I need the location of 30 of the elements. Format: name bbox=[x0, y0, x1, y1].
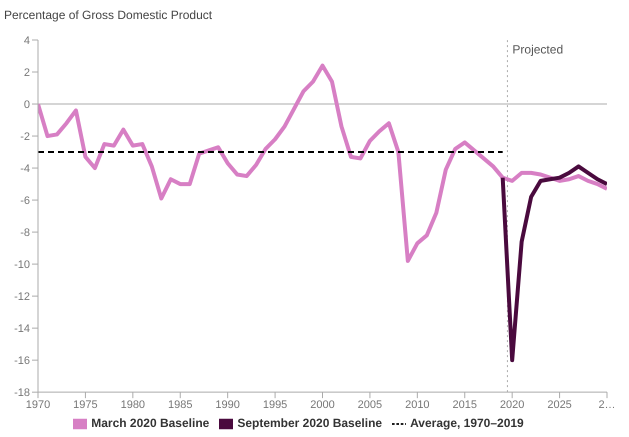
y-tick-label: -8 bbox=[20, 227, 30, 239]
x-tick-label: 1985 bbox=[168, 398, 192, 411]
y-tick-label: -10 bbox=[14, 259, 30, 272]
legend-label: Average, 1970–2019 bbox=[410, 416, 524, 430]
x-tick-label: 2000 bbox=[310, 398, 335, 411]
x-tick-label: 2… bbox=[598, 398, 616, 411]
x-tick-label: 2015 bbox=[452, 398, 477, 411]
y-tick-label: -6 bbox=[20, 194, 30, 207]
y-tick-label: -16 bbox=[14, 355, 30, 368]
y-tick-label: 2 bbox=[24, 66, 30, 79]
x-tick-label: 2005 bbox=[358, 398, 382, 411]
x-tick-label: 2010 bbox=[405, 398, 430, 411]
y-tick-label: -12 bbox=[14, 291, 30, 304]
x-tick-label: 1990 bbox=[215, 398, 240, 411]
y-tick-label: 0 bbox=[24, 98, 30, 111]
legend-label: March 2020 Baseline bbox=[91, 416, 210, 430]
y-tick-label: -2 bbox=[20, 130, 30, 143]
x-tick-label: 2025 bbox=[547, 398, 572, 411]
x-tick-label: 1980 bbox=[120, 398, 146, 411]
x-tick-label: 1975 bbox=[73, 398, 98, 411]
x-tick-label: 1995 bbox=[262, 398, 288, 411]
legend-label: September 2020 Baseline bbox=[237, 416, 382, 430]
y-tick-label: 4 bbox=[24, 34, 30, 47]
y-tick-label: -4 bbox=[20, 162, 30, 175]
ref-line-label: Projected bbox=[512, 42, 564, 57]
y-axis-title: Percentage of Gross Domestic Product bbox=[4, 8, 212, 22]
y-tick-label: -18 bbox=[14, 387, 30, 400]
x-tick-label: 2020 bbox=[500, 398, 524, 411]
x-tick-label: 1970 bbox=[26, 398, 50, 411]
y-tick-label: -14 bbox=[14, 323, 30, 336]
